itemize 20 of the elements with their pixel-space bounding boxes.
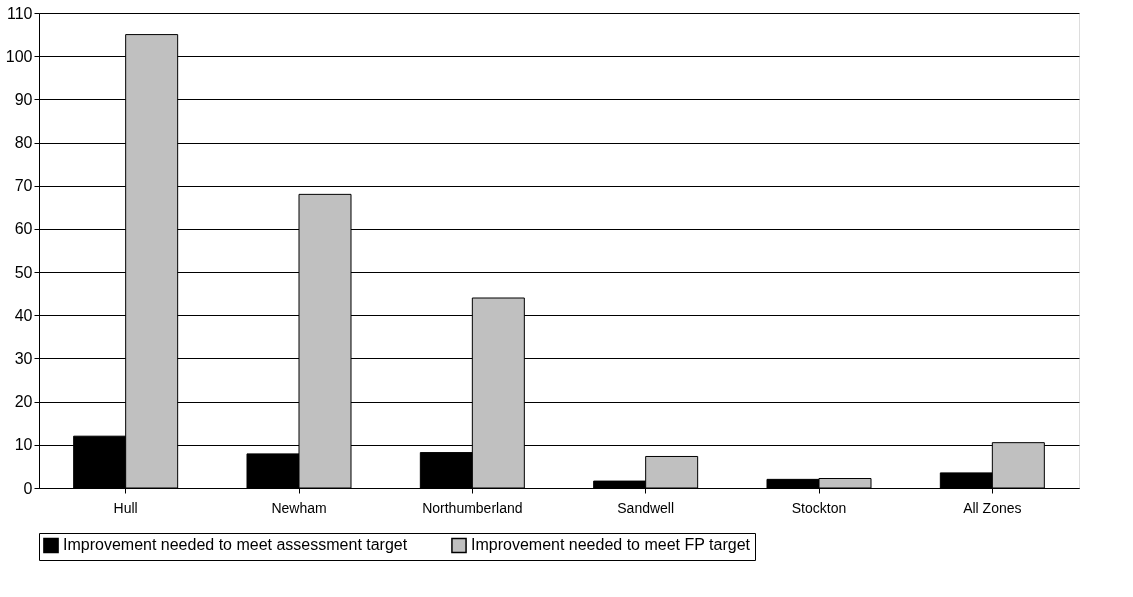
y-tick-label: 80 [14,134,33,152]
y-tick-label: 70 [14,177,33,195]
x-tick-label: Hull [113,499,138,516]
y-tick-label: 100 [5,47,33,65]
y-tick-label: 90 [14,90,33,108]
y-tick-label: 40 [14,306,33,324]
y-tick-label: 10 [14,436,33,454]
legend-label: Improvement needed to meet FP target [471,536,751,554]
legend-label: Improvement needed to meet assessment target [63,536,408,554]
y-tick-label: 110 [6,4,33,22]
x-tick-label: Northumberland [422,499,523,516]
x-tick-label: Newham [271,499,327,516]
y-tick-label: 60 [14,220,33,238]
y-tick-label: 0 [23,479,33,497]
y-tick-label: 50 [14,263,33,281]
y-tick-label: 20 [14,393,33,411]
x-tick-label: Sandwell [617,499,675,516]
y-tick-label: 30 [14,349,33,367]
x-tick-label: Stockton [791,499,847,516]
x-tick-label: All Zones [963,499,1022,516]
